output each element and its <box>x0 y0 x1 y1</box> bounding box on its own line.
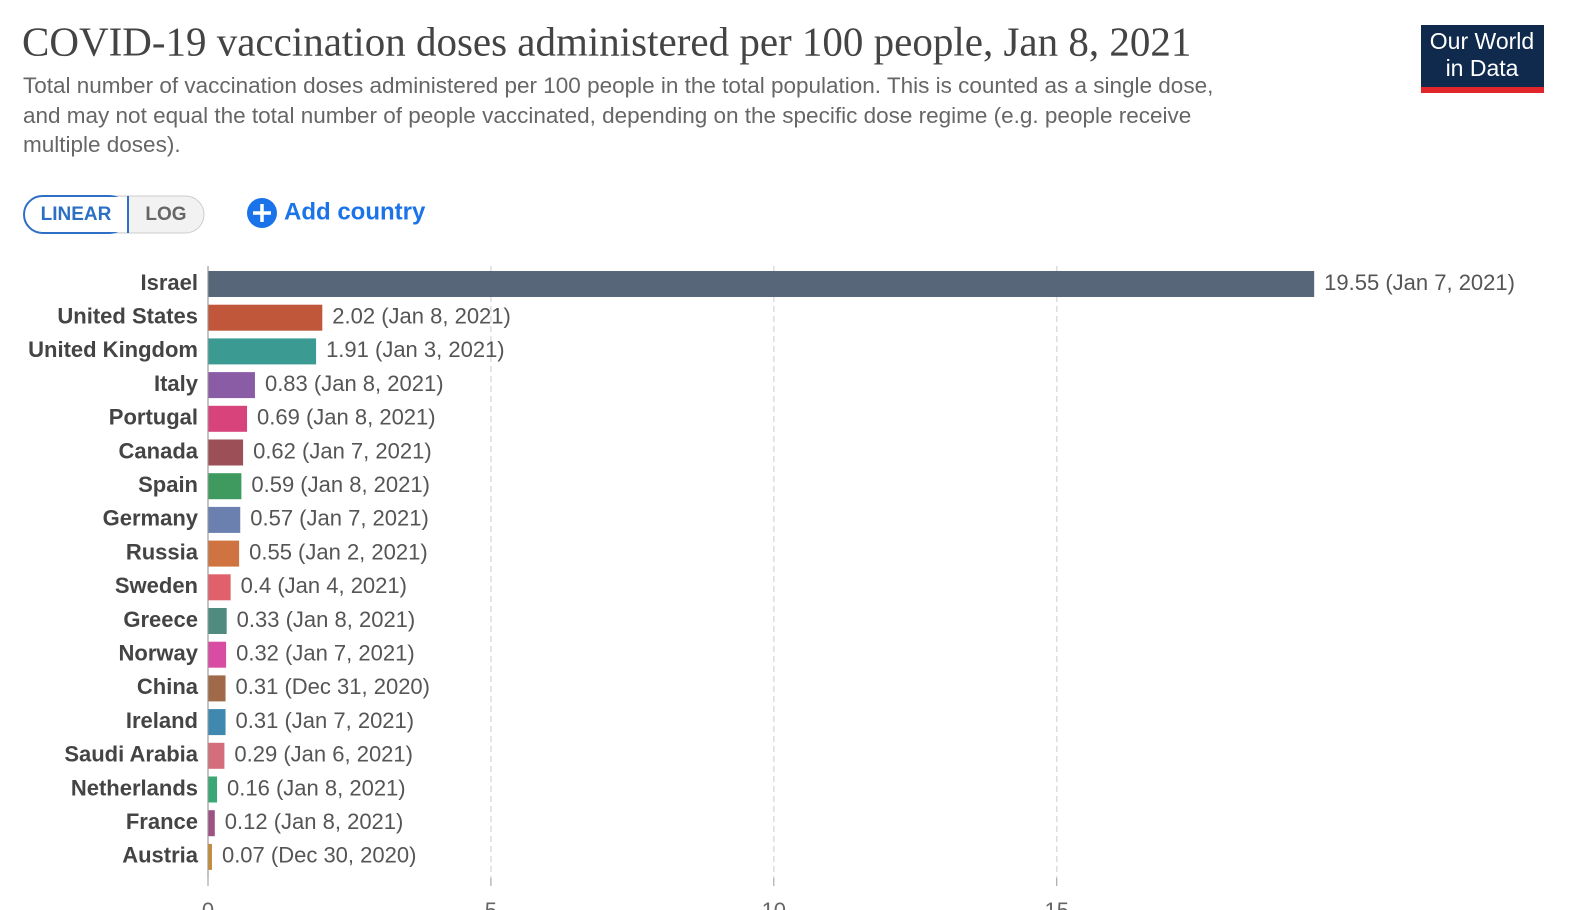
bar <box>208 473 242 500</box>
category-label: Ireland <box>126 708 198 733</box>
bar <box>208 574 231 601</box>
value-label: 0.62 (Jan 7, 2021) <box>253 438 432 463</box>
value-label: 0.4 (Jan 4, 2021) <box>241 573 407 598</box>
category-label: United States <box>57 304 198 329</box>
log-label[interactable]: LOG <box>145 204 186 225</box>
category-label: France <box>126 809 198 834</box>
category-label: Israel <box>141 270 199 295</box>
bar <box>208 372 255 399</box>
category-label: Italy <box>154 371 199 396</box>
bar <box>208 810 215 837</box>
chart-title: COVID-19 vaccination doses administered … <box>22 18 1191 64</box>
category-label: Greece <box>123 607 198 632</box>
bar <box>208 742 225 769</box>
bar <box>208 675 226 702</box>
category-label: Germany <box>103 506 199 531</box>
value-label: 19.55 (Jan 7, 2021) <box>1324 270 1515 295</box>
scale-toggle: LINEAR LOG <box>23 195 205 234</box>
category-label: Austria <box>122 843 199 868</box>
category-label: Canada <box>119 438 199 463</box>
add-plus <box>253 204 271 222</box>
bar <box>208 439 244 466</box>
category-label: Saudi Arabia <box>64 742 198 767</box>
value-label: 0.55 (Jan 2, 2021) <box>249 539 428 564</box>
value-label: 0.12 (Jan 8, 2021) <box>225 809 404 834</box>
add-country[interactable]: Add country <box>247 198 426 228</box>
logo-text: in Data <box>1446 55 1519 81</box>
value-label: 0.57 (Jan 7, 2021) <box>250 506 429 531</box>
linear-label[interactable]: LINEAR <box>41 204 112 225</box>
value-label: 1.91 (Jan 3, 2021) <box>326 337 505 362</box>
x-tick-label: 5 <box>485 898 497 910</box>
category-label: Portugal <box>109 405 198 430</box>
value-label: 0.69 (Jan 8, 2021) <box>257 405 436 430</box>
value-label: 0.33 (Jan 8, 2021) <box>237 607 416 632</box>
bar <box>208 709 226 736</box>
category-label: China <box>137 674 199 699</box>
logo[interactable]: Our World in Data <box>1421 25 1544 93</box>
bar <box>208 405 248 432</box>
button-fill <box>110 197 128 232</box>
category-label: Spain <box>138 472 198 497</box>
value-label: 0.83 (Jan 8, 2021) <box>265 371 444 396</box>
value-label: 0.16 (Jan 8, 2021) <box>227 775 406 800</box>
subtitle: multiple doses). <box>23 132 181 157</box>
bar <box>208 776 218 803</box>
category-label: United Kingdom <box>28 337 198 362</box>
category-label: Russia <box>126 539 199 564</box>
value-label: 0.29 (Jan 6, 2021) <box>234 742 413 767</box>
bar <box>208 304 323 331</box>
subtitle: Total number of vaccination doses admini… <box>23 73 1213 98</box>
subtitle: and may not equal the total number of pe… <box>23 103 1191 128</box>
logo-box <box>1421 25 1544 87</box>
bar <box>208 338 317 365</box>
value-label: 0.31 (Jan 7, 2021) <box>236 708 415 733</box>
bar <box>208 506 241 533</box>
add-label[interactable]: Add country <box>284 198 426 225</box>
logo-stripe <box>1421 87 1544 93</box>
bar <box>208 641 227 668</box>
value-label: 0.32 (Jan 7, 2021) <box>236 641 415 666</box>
bar <box>208 843 212 870</box>
value-label: 0.07 (Dec 30, 2020) <box>222 843 416 868</box>
x-tick-label: 10 <box>762 898 786 910</box>
value-label: 0.59 (Jan 8, 2021) <box>251 472 430 497</box>
x-tick-label: 0 <box>202 898 214 910</box>
category-label: Sweden <box>115 573 198 598</box>
value-label: 2.02 (Jan 8, 2021) <box>332 304 511 329</box>
bar <box>208 608 227 634</box>
bar <box>208 271 1315 297</box>
category-label: Netherlands <box>71 775 198 800</box>
category-label: Norway <box>119 641 199 666</box>
x-tick-label: 15 <box>1044 898 1068 910</box>
bar <box>208 540 240 567</box>
value-label: 0.31 (Dec 31, 2020) <box>236 674 430 699</box>
logo-text: Our World <box>1430 28 1534 54</box>
